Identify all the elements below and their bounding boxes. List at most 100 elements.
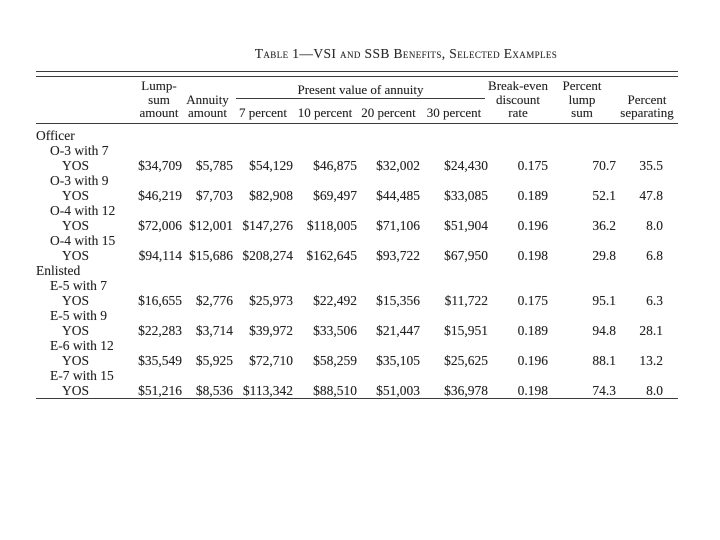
cell-value: $51,904	[444, 217, 488, 233]
row-label: O-4 with 12 YOS	[36, 203, 136, 233]
header-percent-lump: Percent lump sum	[548, 77, 616, 123]
row-label: E-5 with 7 YOS	[36, 278, 136, 308]
cell-value: 6.8	[646, 247, 663, 263]
header-break-even: Break-even discount rate	[488, 77, 548, 123]
table-row: E-6 with 12 YOS $35,549 $5,925 $72,710 $58,25…	[36, 338, 678, 368]
cell-value: $162,645	[306, 247, 357, 263]
section-label: Enlisted	[36, 262, 81, 278]
row-label: E-7 with 15 YOS	[36, 368, 136, 399]
cell-value: $72,710	[249, 352, 293, 368]
rank-label: O-4 with 15	[50, 232, 116, 248]
row-label: O-3 with 7 YOS	[36, 143, 136, 173]
yos-label: YOS	[62, 247, 90, 263]
table-row: O-3 with 9 YOS $46,219 $7,703 $82,908 $69,497…	[36, 173, 678, 203]
cell-value: $36,978	[444, 382, 488, 398]
cell-value: $46,219	[138, 187, 182, 203]
cell-value: $67,950	[444, 247, 488, 263]
cell-value: 0.175	[517, 157, 548, 173]
header-percent-separating-line1: Percent	[627, 91, 667, 107]
cell-value: $15,356	[376, 292, 420, 308]
rank-label: O-3 with 9	[50, 172, 109, 188]
cell-value: 74.3	[592, 382, 616, 398]
cell-value: 35.5	[639, 157, 663, 173]
cell-value: $5,925	[195, 352, 233, 368]
cell-value: $15,686	[189, 247, 233, 263]
header-lump-sum: Lump- sum amount	[136, 77, 182, 123]
yos-label: YOS	[62, 292, 90, 308]
table-row: E-5 with 9 YOS $22,283 $3,714 $39,972 $33,506…	[36, 308, 678, 338]
cell-value: $71,106	[376, 217, 420, 233]
header-break-even-line3: rate	[508, 105, 528, 120]
cell-value: $24,430	[444, 157, 488, 173]
rank-label: E-5 with 7	[50, 277, 107, 293]
cell-value: 0.198	[517, 247, 548, 263]
table-title: Table 1—VSI and SSB Benefits, Selected E…	[254, 46, 558, 61]
header-percent-lump-line2: lump	[568, 91, 596, 107]
header-break-even-line1: Break-even	[488, 78, 548, 93]
cell-value: 94.8	[592, 322, 616, 338]
table-row: E-7 with 15 YOS $51,216 $8,536 $113,342 $88,5…	[36, 368, 678, 399]
cell-value: 95.1	[592, 292, 616, 308]
cell-value: $46,875	[313, 157, 357, 173]
cell-value: $51,216	[138, 382, 182, 398]
row-label: E-5 with 9 YOS	[36, 308, 136, 338]
cell-value: 88.1	[592, 352, 616, 368]
cell-value: $22,492	[313, 292, 357, 308]
cell-value: 0.189	[517, 187, 548, 203]
cell-value: $54,129	[249, 157, 293, 173]
cell-value: $32,002	[376, 157, 420, 173]
cell-value: $25,973	[249, 292, 293, 308]
section-row: Enlisted	[36, 263, 678, 278]
section-label: Officer	[36, 127, 75, 143]
cell-value: $34,709	[138, 157, 182, 173]
benefits-table: Lump- sum amount Annuity amount Present …	[36, 77, 678, 399]
cell-value: $113,342	[242, 382, 293, 398]
cell-value: 13.2	[639, 352, 663, 368]
header-lump-line1: Lump-	[141, 78, 177, 93]
table-row: E-5 with 7 YOS $16,655 $2,776 $25,973 $22,492…	[36, 278, 678, 308]
cell-value: 29.8	[592, 247, 616, 263]
cell-value: $208,274	[242, 247, 293, 263]
section-row: Officer	[36, 123, 678, 143]
row-label: O-3 with 9 YOS	[36, 173, 136, 203]
rank-label: O-3 with 7	[50, 142, 109, 158]
cell-value: 0.175	[517, 292, 548, 308]
yos-label: YOS	[62, 382, 90, 398]
header-percent-lump-line1: Percent	[562, 78, 602, 93]
rank-label: E-5 with 9	[50, 307, 107, 323]
cell-value: $16,655	[138, 292, 182, 308]
row-label: E-6 with 12 YOS	[36, 338, 136, 368]
cell-value: 36.2	[592, 217, 616, 233]
cell-value: $147,276	[242, 217, 293, 233]
cell-value: $8,536	[195, 382, 233, 398]
cell-value: 8.0	[646, 217, 663, 233]
cell-value: 0.196	[517, 217, 548, 233]
header-pv-30: 30 percent	[426, 104, 482, 120]
cell-value: $3,714	[195, 322, 233, 338]
cell-value: $21,447	[376, 322, 420, 338]
cell-value: $2,776	[195, 292, 233, 308]
cell-value: $25,625	[444, 352, 488, 368]
table-row: O-3 with 7 YOS $34,709 $5,785 $54,129 $46,875…	[36, 143, 678, 173]
table-header: Lump- sum amount Annuity amount Present …	[36, 77, 678, 123]
cell-value: $58,259	[313, 352, 357, 368]
header-percent-separating-line2: separating	[620, 105, 674, 120]
header-lump-line3: amount	[139, 105, 179, 120]
cell-value: $44,485	[376, 187, 420, 203]
header-pv-20: 20 percent	[361, 104, 416, 120]
header-annuity: Annuity amount	[182, 77, 233, 123]
cell-value: $69,497	[313, 187, 357, 203]
cell-value: 47.8	[639, 187, 663, 203]
cell-value: 70.7	[592, 157, 616, 173]
yos-label: YOS	[62, 187, 90, 203]
yos-label: YOS	[62, 352, 90, 368]
yos-label: YOS	[62, 322, 90, 338]
cell-value: $7,703	[195, 187, 233, 203]
cell-value: 6.3	[646, 292, 663, 308]
header-annuity-line1: Annuity	[186, 91, 229, 107]
cell-value: $39,972	[249, 322, 293, 338]
header-lump-line2: sum	[148, 91, 170, 107]
cell-value: $93,722	[376, 247, 420, 263]
header-stub	[36, 77, 136, 123]
cell-value: $118,005	[306, 217, 357, 233]
